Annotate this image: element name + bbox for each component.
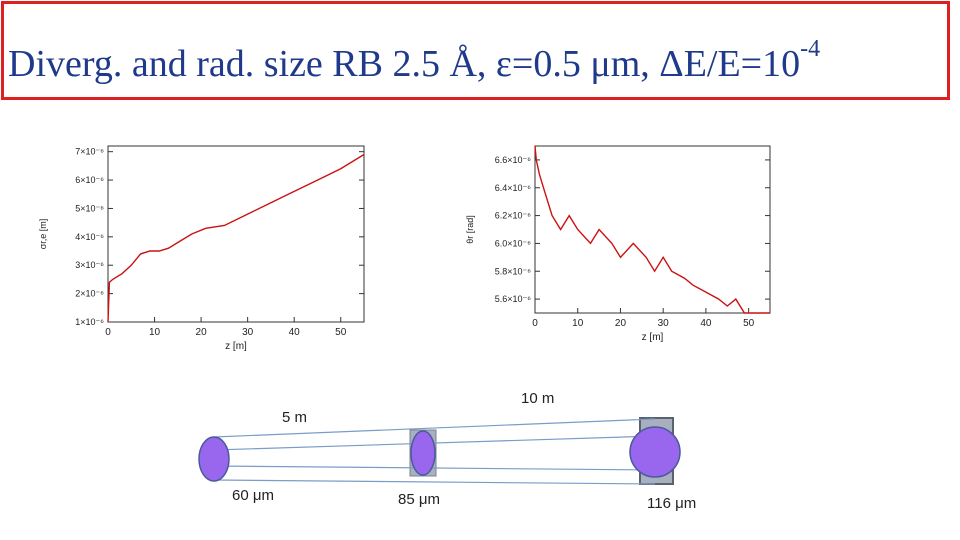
beam-ray-mid-lower	[213, 465, 656, 471]
distance-label-10m: 10 m	[521, 390, 555, 407]
beam-spot-3	[629, 426, 681, 478]
page-title: Diverg. and rad. size RB 2.5 Å, ε=0.5 μm…	[8, 36, 820, 86]
beam-ray-upper	[213, 418, 656, 438]
beam-ray-lower	[213, 479, 656, 485]
size-label-116: 116 μm	[647, 495, 697, 512]
size-label-60: 60 μm	[232, 487, 274, 504]
size-label-85: 85 μm	[398, 491, 440, 508]
beam-spot-2	[410, 430, 436, 476]
title-exponent: -4	[800, 36, 821, 63]
distance-label-5m: 5 m	[282, 409, 308, 426]
title-box: Diverg. and rad. size RB 2.5 Å, ε=0.5 μm…	[1, 1, 950, 100]
beam-spot-1	[198, 436, 230, 482]
title-text: Diverg. and rad. size RB 2.5 Å, ε=0.5 μm…	[8, 43, 801, 85]
